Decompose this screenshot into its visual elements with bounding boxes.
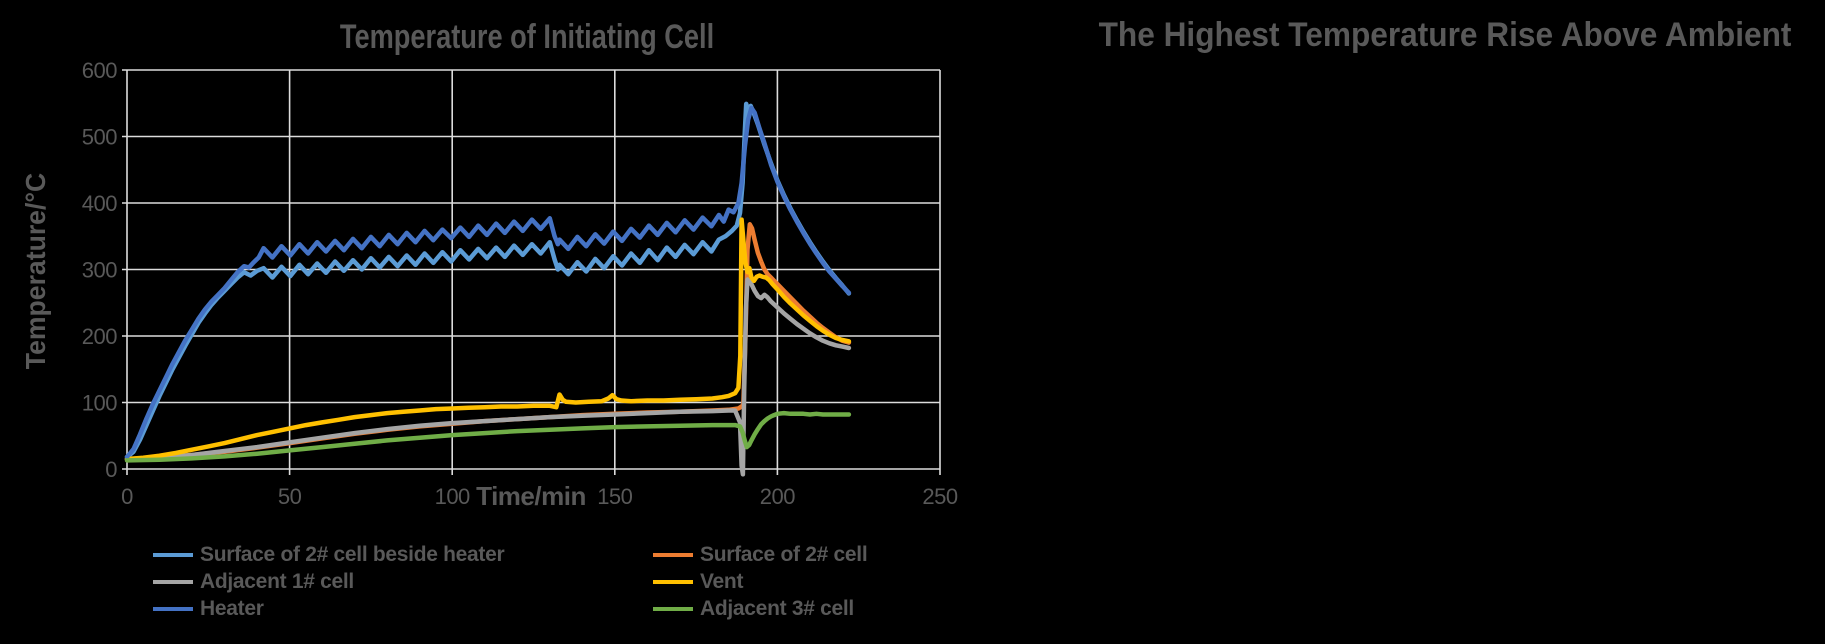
series-line-adjacent-1-cell [124,277,852,477]
series-line-adjacent-3-cell [124,410,852,463]
y-tick-label: 100 [82,391,117,416]
y-tick-label: 200 [82,324,117,349]
y-tick-label: 0 [105,457,117,482]
y-tick-label: 300 [82,258,117,283]
legend-label-vent: Vent [700,569,744,593]
y-tick-label: 400 [82,191,117,216]
x-tick-label: 200 [760,484,795,509]
legend-swatch-surface-of-2-cell [653,552,693,557]
x-tick-label: 250 [922,484,957,509]
left-chart-title: Temperature of Initiating Cell [339,18,715,56]
x-tick-label: 150 [597,484,632,509]
legend-label-heater: Heater [200,596,264,620]
legend-swatch-adjacent-1-cell [153,579,193,584]
series-line-heater [124,105,852,460]
legend-label-surface-of-2-cell-beside-heater: Surface of 2# cell beside heater [200,542,505,566]
x-tick-label: 0 [121,484,133,509]
legend-swatch-adjacent-3-cell [653,606,693,611]
legend-item-adjacent-3-cell: Adjacent 3# cell [653,595,867,622]
series-line-vent [124,217,852,462]
legend-swatch-surface-of-2-cell-beside-heater [153,552,193,557]
x-tick-label: 50 [278,484,302,509]
y-axis-title: Temperature/°C [20,172,51,370]
legend-swatch-vent [653,579,693,584]
legend-item-surface-of-2-cell: Surface of 2# cell [653,541,868,568]
x-axis-title: Time/min [476,481,586,511]
chart-legend: Surface of 2# cell beside heater Surface … [153,541,868,622]
legend-item-vent: Vent [653,568,867,595]
legend-item-heater: Heater [153,595,653,622]
legend-item-adjacent-1-cell: Adjacent 1# cell [153,568,653,595]
legend-label-adjacent-1-cell: Adjacent 1# cell [200,569,354,593]
legend-swatch-heater [153,606,193,611]
legend-label-adjacent-3-cell: Adjacent 3# cell [700,596,854,620]
legend-label-surface-of-2-cell: Surface of 2# cell [700,542,868,566]
legend-item-surface-of-2-cell-beside-heater: Surface of 2# cell beside heater [153,541,653,568]
x-tick-label: 100 [435,484,470,509]
y-tick-label: 500 [82,125,117,150]
right-chart-title: The Highest Temperature Rise Above Ambie… [1098,16,1792,54]
y-tick-label: 600 [82,58,117,83]
